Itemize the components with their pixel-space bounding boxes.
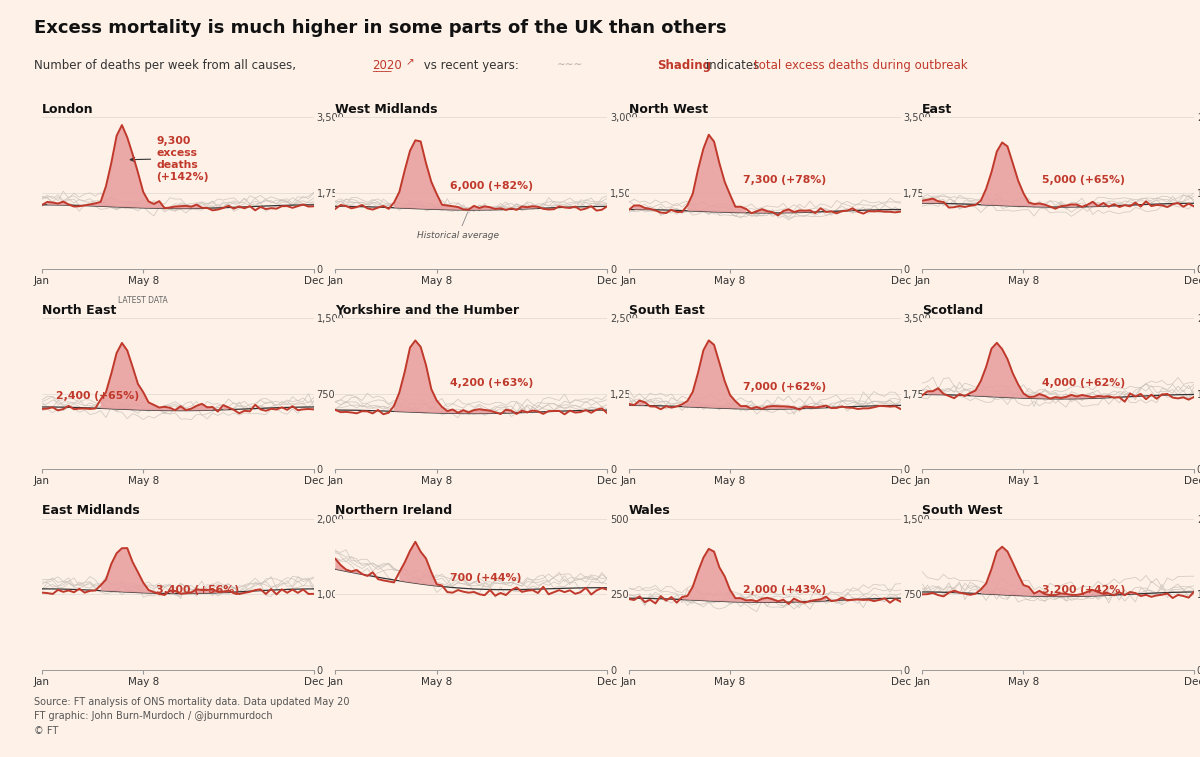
Text: 9,300
excess
deaths
(+142%): 9,300 excess deaths (+142%) — [131, 136, 209, 182]
Text: 2,000 (+43%): 2,000 (+43%) — [743, 585, 826, 595]
Text: Northern Ireland: Northern Ireland — [336, 504, 452, 517]
Text: 2020: 2020 — [372, 59, 402, 72]
Text: LATEST DATA: LATEST DATA — [119, 296, 168, 305]
Text: Excess mortality is much higher in some parts of the UK than others: Excess mortality is much higher in some … — [34, 19, 726, 37]
Text: total excess deaths during outbreak: total excess deaths during outbreak — [754, 59, 967, 72]
Text: South East: South East — [629, 304, 704, 316]
Text: Shading: Shading — [658, 59, 712, 72]
Text: 2,400 (+65%): 2,400 (+65%) — [55, 391, 139, 400]
Text: Yorkshire and the Humber: Yorkshire and the Humber — [336, 304, 520, 316]
Text: 7,000 (+62%): 7,000 (+62%) — [743, 382, 826, 391]
Text: ∼∼∼: ∼∼∼ — [557, 59, 583, 69]
Text: 7,300 (+78%): 7,300 (+78%) — [743, 175, 826, 185]
Text: North West: North West — [629, 103, 708, 116]
Text: 4,000 (+62%): 4,000 (+62%) — [1042, 378, 1124, 388]
Text: 5,000 (+65%): 5,000 (+65%) — [1042, 175, 1124, 185]
Text: Historical average: Historical average — [416, 213, 499, 240]
Text: East: East — [922, 103, 953, 116]
Text: London: London — [42, 103, 94, 116]
Text: East Midlands: East Midlands — [42, 504, 139, 517]
Text: West Midlands: West Midlands — [336, 103, 438, 116]
Text: 3,200 (+42%): 3,200 (+42%) — [1042, 585, 1126, 595]
Text: vs recent years:: vs recent years: — [420, 59, 523, 72]
Text: Source: FT analysis of ONS mortality data. Data updated May 20
FT graphic: John : Source: FT analysis of ONS mortality dat… — [34, 697, 349, 736]
Text: North East: North East — [42, 304, 116, 316]
Text: ____: ____ — [372, 62, 391, 72]
Text: Scotland: Scotland — [922, 304, 983, 316]
Text: ↗: ↗ — [406, 58, 414, 67]
Text: 700 (+44%): 700 (+44%) — [450, 573, 521, 583]
Text: Number of deaths per week from all causes,: Number of deaths per week from all cause… — [34, 59, 299, 72]
Text: 4,200 (+63%): 4,200 (+63%) — [450, 378, 533, 388]
Text: 6,000 (+82%): 6,000 (+82%) — [450, 181, 533, 191]
Text: indicates: indicates — [702, 59, 763, 72]
Text: Wales: Wales — [629, 504, 671, 517]
Text: South West: South West — [922, 504, 1003, 517]
Text: 3,400 (+56%): 3,400 (+56%) — [156, 585, 239, 595]
